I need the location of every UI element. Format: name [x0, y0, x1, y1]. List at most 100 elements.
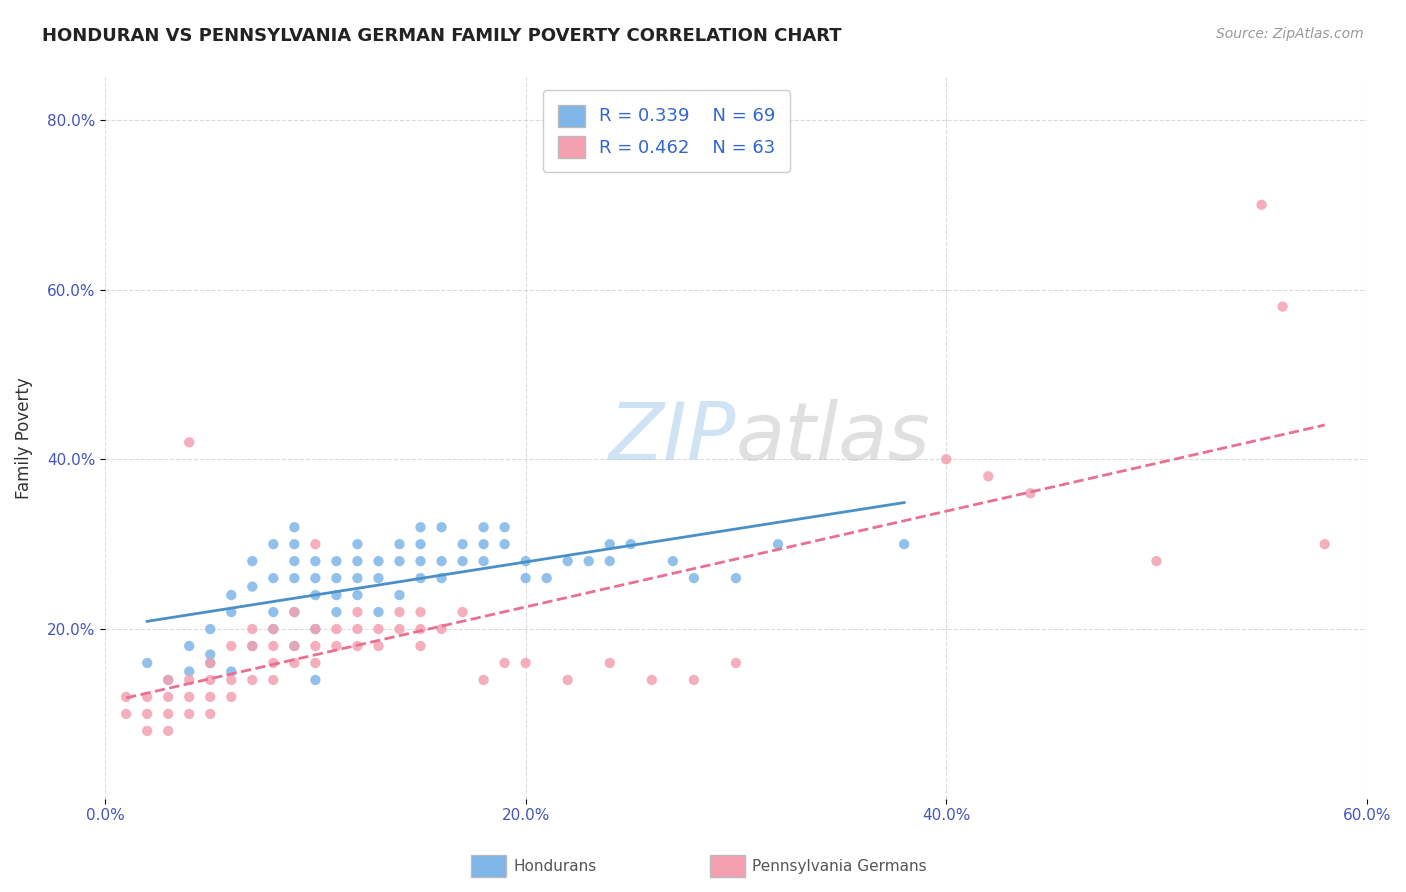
Point — [683, 673, 706, 687]
Point — [325, 622, 347, 636]
Point — [200, 648, 222, 662]
Point — [599, 554, 621, 568]
Legend: R = 0.339    N = 69, R = 0.462    N = 63: R = 0.339 N = 69, R = 0.462 N = 63 — [543, 90, 790, 172]
Point — [136, 723, 159, 738]
Point — [515, 656, 537, 670]
Point — [219, 588, 242, 602]
Point — [179, 706, 201, 721]
Point — [200, 622, 222, 636]
Point — [472, 520, 495, 534]
Point — [515, 571, 537, 585]
Point — [283, 520, 305, 534]
Text: atlas: atlas — [735, 399, 931, 477]
Point — [409, 520, 432, 534]
Point — [200, 690, 222, 704]
Point — [200, 656, 222, 670]
Point — [893, 537, 915, 551]
Point — [136, 690, 159, 704]
Point — [430, 622, 453, 636]
Point — [304, 656, 326, 670]
Point — [388, 622, 411, 636]
Point — [219, 690, 242, 704]
Point — [262, 622, 284, 636]
Point — [325, 571, 347, 585]
Point — [283, 639, 305, 653]
Text: ZIP: ZIP — [609, 399, 735, 477]
Point — [346, 622, 368, 636]
Point — [367, 571, 389, 585]
Point — [451, 537, 474, 551]
Text: Pennsylvania Germans: Pennsylvania Germans — [752, 859, 927, 873]
Point — [283, 656, 305, 670]
Point — [472, 673, 495, 687]
Point — [304, 622, 326, 636]
Point — [388, 537, 411, 551]
Point — [494, 537, 516, 551]
Point — [240, 554, 263, 568]
Point — [683, 571, 706, 585]
Point — [977, 469, 1000, 483]
Point — [304, 537, 326, 551]
Point — [283, 571, 305, 585]
Point — [200, 673, 222, 687]
Text: Hondurans: Hondurans — [513, 859, 596, 873]
Point — [157, 706, 180, 721]
Point — [200, 656, 222, 670]
Point — [578, 554, 600, 568]
Point — [262, 656, 284, 670]
Point — [346, 639, 368, 653]
Point — [409, 537, 432, 551]
Point — [1250, 198, 1272, 212]
Point — [115, 690, 138, 704]
Text: HONDURAN VS PENNSYLVANIA GERMAN FAMILY POVERTY CORRELATION CHART: HONDURAN VS PENNSYLVANIA GERMAN FAMILY P… — [42, 27, 842, 45]
Point — [515, 554, 537, 568]
Point — [599, 537, 621, 551]
Point — [1146, 554, 1168, 568]
Point — [451, 605, 474, 619]
Point — [157, 723, 180, 738]
Point — [367, 605, 389, 619]
Point — [346, 571, 368, 585]
Point — [283, 554, 305, 568]
Point — [240, 673, 263, 687]
Point — [283, 605, 305, 619]
Point — [662, 554, 685, 568]
Point — [304, 571, 326, 585]
Point — [724, 571, 747, 585]
Point — [283, 639, 305, 653]
Point — [599, 656, 621, 670]
Point — [472, 554, 495, 568]
Point — [325, 639, 347, 653]
Point — [283, 537, 305, 551]
Point — [325, 605, 347, 619]
Point — [304, 554, 326, 568]
Point — [557, 554, 579, 568]
Point — [179, 690, 201, 704]
Point — [283, 605, 305, 619]
Point — [262, 605, 284, 619]
Point — [219, 605, 242, 619]
Point — [409, 639, 432, 653]
Point — [451, 554, 474, 568]
Point — [430, 554, 453, 568]
Point — [367, 554, 389, 568]
Point — [1019, 486, 1042, 500]
Point — [641, 673, 664, 687]
Point — [388, 588, 411, 602]
Point — [430, 571, 453, 585]
Point — [766, 537, 789, 551]
Point — [179, 665, 201, 679]
Point — [304, 588, 326, 602]
Point — [240, 639, 263, 653]
Point — [1313, 537, 1336, 551]
Point — [409, 554, 432, 568]
Point — [1271, 300, 1294, 314]
Point — [430, 520, 453, 534]
Point — [262, 673, 284, 687]
Point — [219, 665, 242, 679]
Point — [494, 656, 516, 670]
Point — [262, 622, 284, 636]
Point — [724, 656, 747, 670]
Point — [325, 588, 347, 602]
Text: Source: ZipAtlas.com: Source: ZipAtlas.com — [1216, 27, 1364, 41]
